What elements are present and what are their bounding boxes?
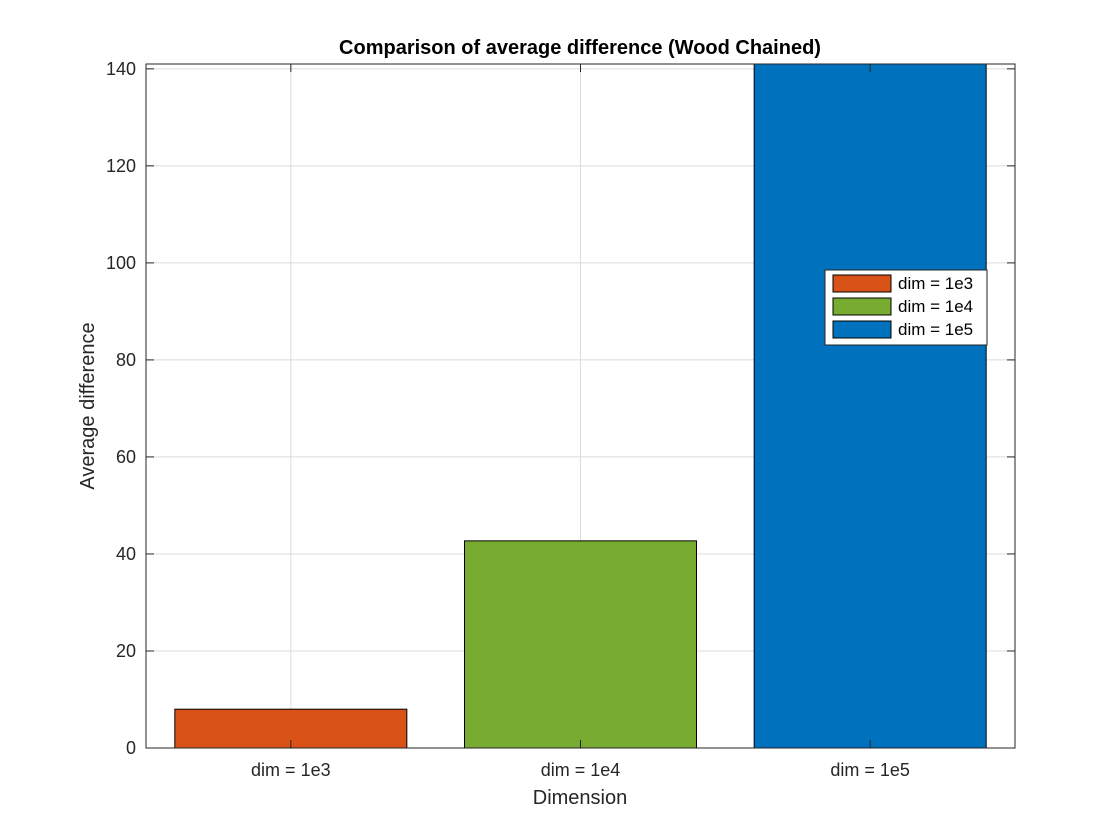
y-axis-label: Average difference	[77, 322, 99, 489]
chart-title: Comparison of average difference (Wood C…	[339, 37, 821, 59]
legend-entry-label: dim = 1e3	[898, 274, 973, 293]
y-tick-label: 20	[116, 641, 136, 661]
y-tick-label: 140	[106, 59, 136, 79]
bar	[464, 540, 697, 749]
y-tick-label: 0	[126, 738, 136, 758]
bars	[174, 63, 987, 749]
x-tick-label: dim = 1e5	[830, 760, 910, 780]
x-tick-label: dim = 1e4	[541, 760, 621, 780]
legend-entry-label: dim = 1e5	[898, 320, 973, 339]
x-tick-label: dim = 1e3	[251, 760, 331, 780]
y-tick-label: 120	[106, 156, 136, 176]
y-tick-label: 60	[116, 447, 136, 467]
legend-swatch	[832, 297, 892, 316]
legend: dim = 1e3 dim = 1e4 dim = 1e5	[824, 269, 988, 346]
legend-entry-label: dim = 1e4	[898, 297, 973, 316]
x-axis-label: Dimension	[533, 787, 627, 809]
y-tick-label: 40	[116, 544, 136, 564]
y-tick-label: 100	[106, 253, 136, 273]
y-tick-label: 80	[116, 350, 136, 370]
bar	[753, 63, 987, 749]
legend-swatch	[832, 320, 892, 339]
legend-swatch	[832, 274, 892, 293]
